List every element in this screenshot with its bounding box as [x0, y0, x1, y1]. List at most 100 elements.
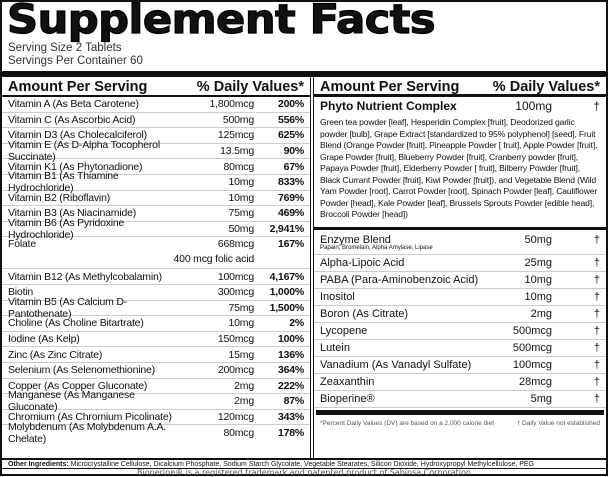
- nutrient-row: Lycopene 500mcg †: [314, 323, 606, 340]
- nutrient-amount: 500mg: [222, 113, 254, 126]
- nutrient-amount: 125mcg: [217, 129, 254, 142]
- nutrient-dv: 343%: [277, 410, 304, 423]
- nutrient-name: Inositol: [320, 290, 355, 303]
- nutrient-dv: 136%: [277, 348, 304, 361]
- nutrient-amount: 500mcg: [512, 324, 552, 337]
- nutrient-dv: 625%: [277, 129, 304, 142]
- nutrient-name: Chromium (As Chromium Picolinate): [8, 410, 172, 423]
- nutrient-dv: 364%: [277, 364, 304, 377]
- nutrient-amount: 25mg: [524, 256, 552, 269]
- column-divider: [310, 77, 314, 458]
- nutrient-row: Vitamin B1 (As Thiamine Hydrochloride) 10…: [2, 170, 310, 194]
- nutrient-name: Vitamin D3 (As Cholecalciferol): [8, 129, 147, 142]
- nutrient-name: Iodine (As Kelp): [8, 333, 80, 346]
- nutrient-row: Vitamin B2 (Riboflavin) 10mg 769%: [2, 191, 310, 207]
- nutrient-dv: †: [593, 375, 600, 388]
- amount-header: Amount Per Serving: [320, 79, 460, 95]
- nutrient-name: Alpha-Lipoic Acid: [320, 256, 405, 269]
- nutrient-dv: 2%: [289, 317, 304, 330]
- nutrient-amount: 50mg: [524, 233, 552, 246]
- nutrient-amount: 10mg: [228, 191, 255, 204]
- nutrient-amount: 1,800mcg: [209, 98, 254, 111]
- nutrient-row: Molybdenum (As Molybdenum A.A. Chelate) 8…: [2, 421, 310, 445]
- nutrient-row: Copper (As Copper Gluconate) 2mg 222%: [2, 379, 310, 395]
- nutrient-name: Vitamin B12 (As Methylcobalamin): [8, 270, 162, 283]
- nutrient-dv: †: [593, 233, 600, 246]
- nutrient-amount: 668mcg 400 mcg folic acid: [173, 238, 255, 266]
- nutrient-name: Vitamin B5 (As Calcium D-Pantothenate): [8, 295, 128, 320]
- nutrient-amount: 80mcg: [223, 160, 254, 173]
- enzyme-row: Enzyme Blend 50mg †: [314, 232, 606, 248]
- nutrient-dv: †: [593, 256, 600, 269]
- nutrient-row: Folate 668mcg 400 mcg folic acid 167%: [2, 237, 310, 270]
- nutrient-row: Alpha-Lipoic Acid 25mg †: [314, 255, 606, 272]
- nutrient-name: Phyto Nutrient Complex: [320, 99, 457, 113]
- nutrient-amount: 300mcg: [217, 286, 254, 299]
- trademark-notice: Bioperine® is a registered trademark and…: [137, 468, 471, 477]
- nutrient-row: Biotin 300mcg 1,000%: [2, 285, 310, 301]
- nutrient-row: Vitamin C (As Ascorbic Acid) 500mg 556%: [2, 113, 310, 129]
- nutrient-amount: 5mg: [530, 392, 552, 405]
- nutrient-name: Vitamin A (As Beta Carotene): [8, 98, 139, 111]
- nutrient-amount: 75mg: [228, 207, 255, 220]
- nutrient-name: Choline (As Choline Bitartrate): [8, 317, 144, 330]
- nutrient-amount: 500mcg: [512, 341, 552, 354]
- nutrient-name: Vitamin C (As Ascorbic Acid): [8, 113, 136, 126]
- nutrient-name: Vanadium (As Vanadyl Sulfate): [320, 358, 472, 371]
- nutrient-amount: 10mg: [228, 176, 255, 189]
- nutrient-name: Zeaxanthin: [320, 375, 375, 388]
- nutrient-dv: †: [593, 341, 600, 354]
- nutrient-dv: 67%: [283, 160, 305, 173]
- other-ingredients-text: Microcrystalline Cellulose, Dicalcium Ph…: [68, 461, 535, 468]
- nutrient-dv: †: [593, 392, 600, 405]
- nutrient-dv: 2,941%: [269, 223, 305, 236]
- dv-header: % Daily Values*: [492, 79, 600, 95]
- nutrient-dv: 1,000%: [269, 286, 305, 299]
- nutrient-name: Vitamin B6 (As Pyridoxine Hydrochloride): [8, 217, 125, 242]
- nutrient-amount: 200mcg: [217, 364, 254, 377]
- nutrient-amount: 75mg: [228, 301, 255, 314]
- page-title: Supplement Facts: [6, 0, 436, 44]
- phyto-description: Green tea powder [leaf], Hesperidin Comp…: [314, 115, 606, 230]
- nutrient-amount: 10mg: [524, 273, 552, 286]
- dv-header: % Daily Values*: [196, 79, 304, 95]
- nutrient-dv: 167%: [277, 238, 304, 251]
- amount-header: Amount Per Serving: [8, 79, 148, 95]
- nutrient-amount: 13.5mg: [220, 145, 254, 158]
- nutrient-amount: 50mg: [228, 223, 255, 236]
- divider-bar: [2, 71, 606, 77]
- nutrient-amount: 100mcg: [512, 358, 552, 371]
- nutrient-dv: 769%: [277, 191, 304, 204]
- nutrient-row: Vitamin B6 (As Pyridoxine Hydrochloride)…: [2, 217, 310, 241]
- nutrient-row: Vitamin B3 (As Niacinamide) 75mg 469%: [2, 206, 310, 222]
- nutrient-amount: 28mcg: [518, 375, 552, 388]
- nutrient-name: PABA (Para-Aminobenzoic Acid): [320, 273, 479, 286]
- nutrient-row: Chromium (As Chromium Picolinate) 120mcg 3…: [2, 410, 310, 426]
- nutrient-dv: 200%: [277, 98, 304, 111]
- nutrient-dv: 469%: [277, 207, 304, 220]
- nutrient-row: Vitamin D3 (As Cholecalciferol) 125mcg 625…: [2, 128, 310, 144]
- right-column: Amount Per Serving % Daily Values* Phyto…: [314, 77, 606, 458]
- folate-note: 400 mcg folic acid: [173, 253, 255, 266]
- nutrient-name: Zinc (As Zinc Citrate): [8, 348, 103, 361]
- nutrient-row: Vitamin B12 (As Methylcobalamin) 100mcg 4,…: [2, 269, 310, 285]
- nutrient-amount: 2mg: [234, 379, 254, 392]
- nutrient-row: Vitamin B5 (As Calcium D-Pantothenate) 75…: [2, 296, 310, 320]
- nutrient-name: Vitamin B2 (Riboflavin): [8, 191, 110, 204]
- nutrient-row: Selenium (As Selenomethionine) 200mcg 364%: [2, 363, 310, 379]
- nutrient-name: Manganese (As Manganese Gluconate): [8, 389, 135, 414]
- nutrient-row: Zinc (As Zinc Citrate) 15mg 136%: [2, 347, 310, 363]
- nutrient-row: Manganese (As Manganese Gluconate) 2mg 87%: [2, 389, 310, 413]
- nutrient-row: Vitamin K1 (As Phytonadione) 80mcg 67%: [2, 159, 310, 175]
- other-ingredients: Other Ingredients: Microcrystalline Cell…: [2, 458, 606, 469]
- nutrient-row: Vitamin E (As D-Alpha Tocopherol Succina…: [2, 139, 310, 163]
- footnote-dv: *Percent Daily Values (DV) are based on …: [320, 419, 495, 427]
- servings-per-container: Servings Per Container 60: [8, 55, 143, 67]
- nutrient-dv: †: [593, 290, 600, 303]
- other-ingredients-label: Other Ingredients:: [8, 461, 69, 468]
- nutrient-row: Choline (As Choline Bitartrate) 10mg 2%: [2, 316, 310, 332]
- nutrient-row: Inositol 10mg †: [314, 289, 606, 306]
- nutrient-amount: 10mg: [524, 290, 552, 303]
- right-header: Amount Per Serving % Daily Values*: [314, 77, 606, 97]
- nutrient-dv: †: [593, 358, 600, 371]
